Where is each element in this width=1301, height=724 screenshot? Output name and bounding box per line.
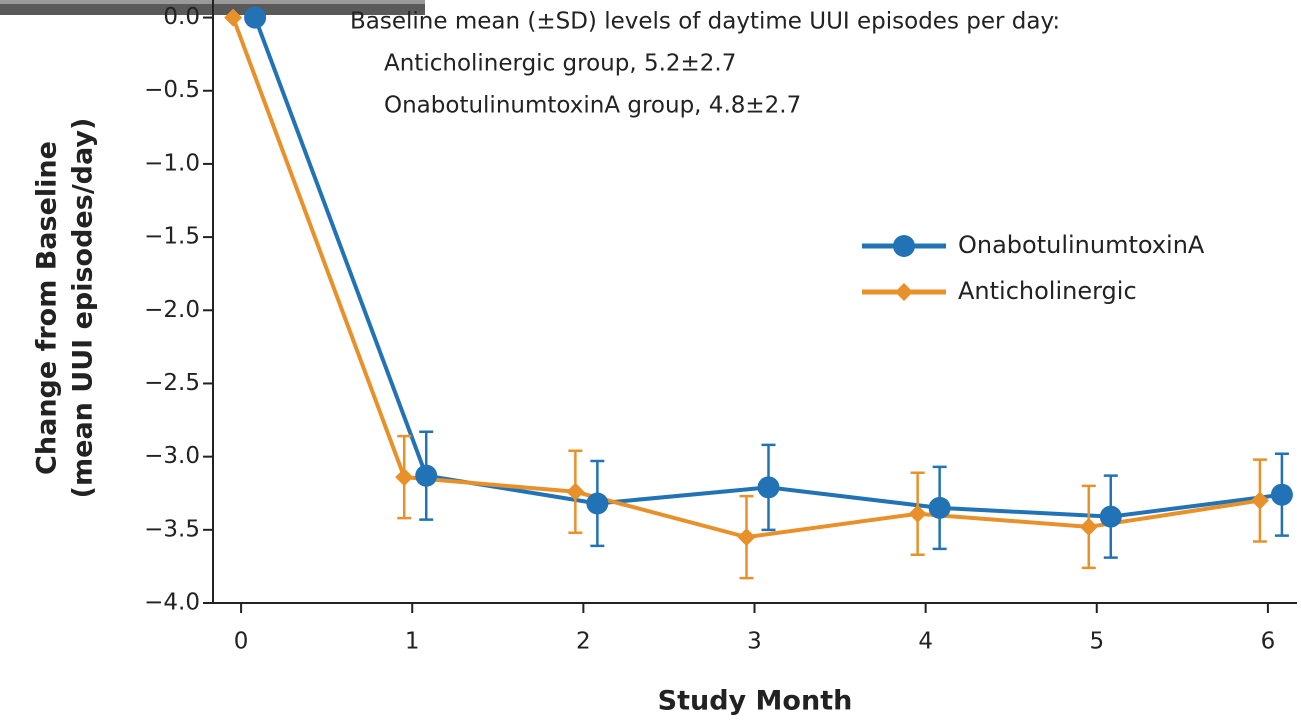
legend-marker bbox=[895, 283, 913, 301]
y-tick-label: −4.0 bbox=[144, 590, 200, 616]
y-tick-label: 0.0 bbox=[163, 4, 200, 30]
legend-label: Anticholinergic bbox=[958, 277, 1137, 305]
x-tick-label: 2 bbox=[576, 629, 591, 655]
y-tick-label: −3.5 bbox=[144, 516, 200, 542]
y-axis-title: Change from Baseline bbox=[32, 141, 63, 475]
x-tick-label: 4 bbox=[918, 629, 933, 655]
y-axis-title: (mean UUI episodes/day) bbox=[68, 118, 99, 499]
y-tick-label: −1.5 bbox=[144, 224, 200, 250]
point bbox=[566, 482, 585, 501]
x-tick-label: 3 bbox=[747, 629, 762, 655]
y-tick-label: −0.5 bbox=[144, 77, 200, 103]
point bbox=[1270, 483, 1293, 506]
annotation-line: Baseline mean (±SD) levels of daytime UU… bbox=[350, 9, 1060, 35]
annotation-line: OnabotulinumtoxinA group, 4.8±2.7 bbox=[384, 93, 801, 119]
point bbox=[1099, 505, 1122, 528]
legend-label: OnabotulinumtoxinA bbox=[958, 231, 1205, 259]
point bbox=[395, 468, 414, 487]
point bbox=[757, 476, 780, 499]
point bbox=[737, 528, 756, 547]
y-tick-label: −2.0 bbox=[144, 297, 200, 323]
point bbox=[908, 504, 927, 523]
x-tick-label: 0 bbox=[234, 629, 249, 655]
y-tick-label: −2.5 bbox=[144, 370, 200, 396]
point bbox=[224, 8, 243, 27]
x-tick-label: 6 bbox=[1261, 629, 1276, 655]
point bbox=[244, 6, 267, 29]
legend-marker bbox=[893, 235, 915, 257]
y-tick-label: −3.0 bbox=[144, 443, 200, 469]
x-tick-label: 1 bbox=[405, 629, 420, 655]
annotation-line: Anticholinergic group, 5.2±2.7 bbox=[384, 51, 736, 77]
x-tick-label: 5 bbox=[1089, 629, 1104, 655]
x-axis-title: Study Month bbox=[658, 686, 853, 717]
point bbox=[1250, 491, 1269, 510]
point bbox=[415, 464, 438, 487]
y-tick-label: −1.0 bbox=[144, 150, 200, 176]
point bbox=[1079, 517, 1098, 536]
point bbox=[586, 492, 609, 515]
point bbox=[928, 496, 951, 519]
